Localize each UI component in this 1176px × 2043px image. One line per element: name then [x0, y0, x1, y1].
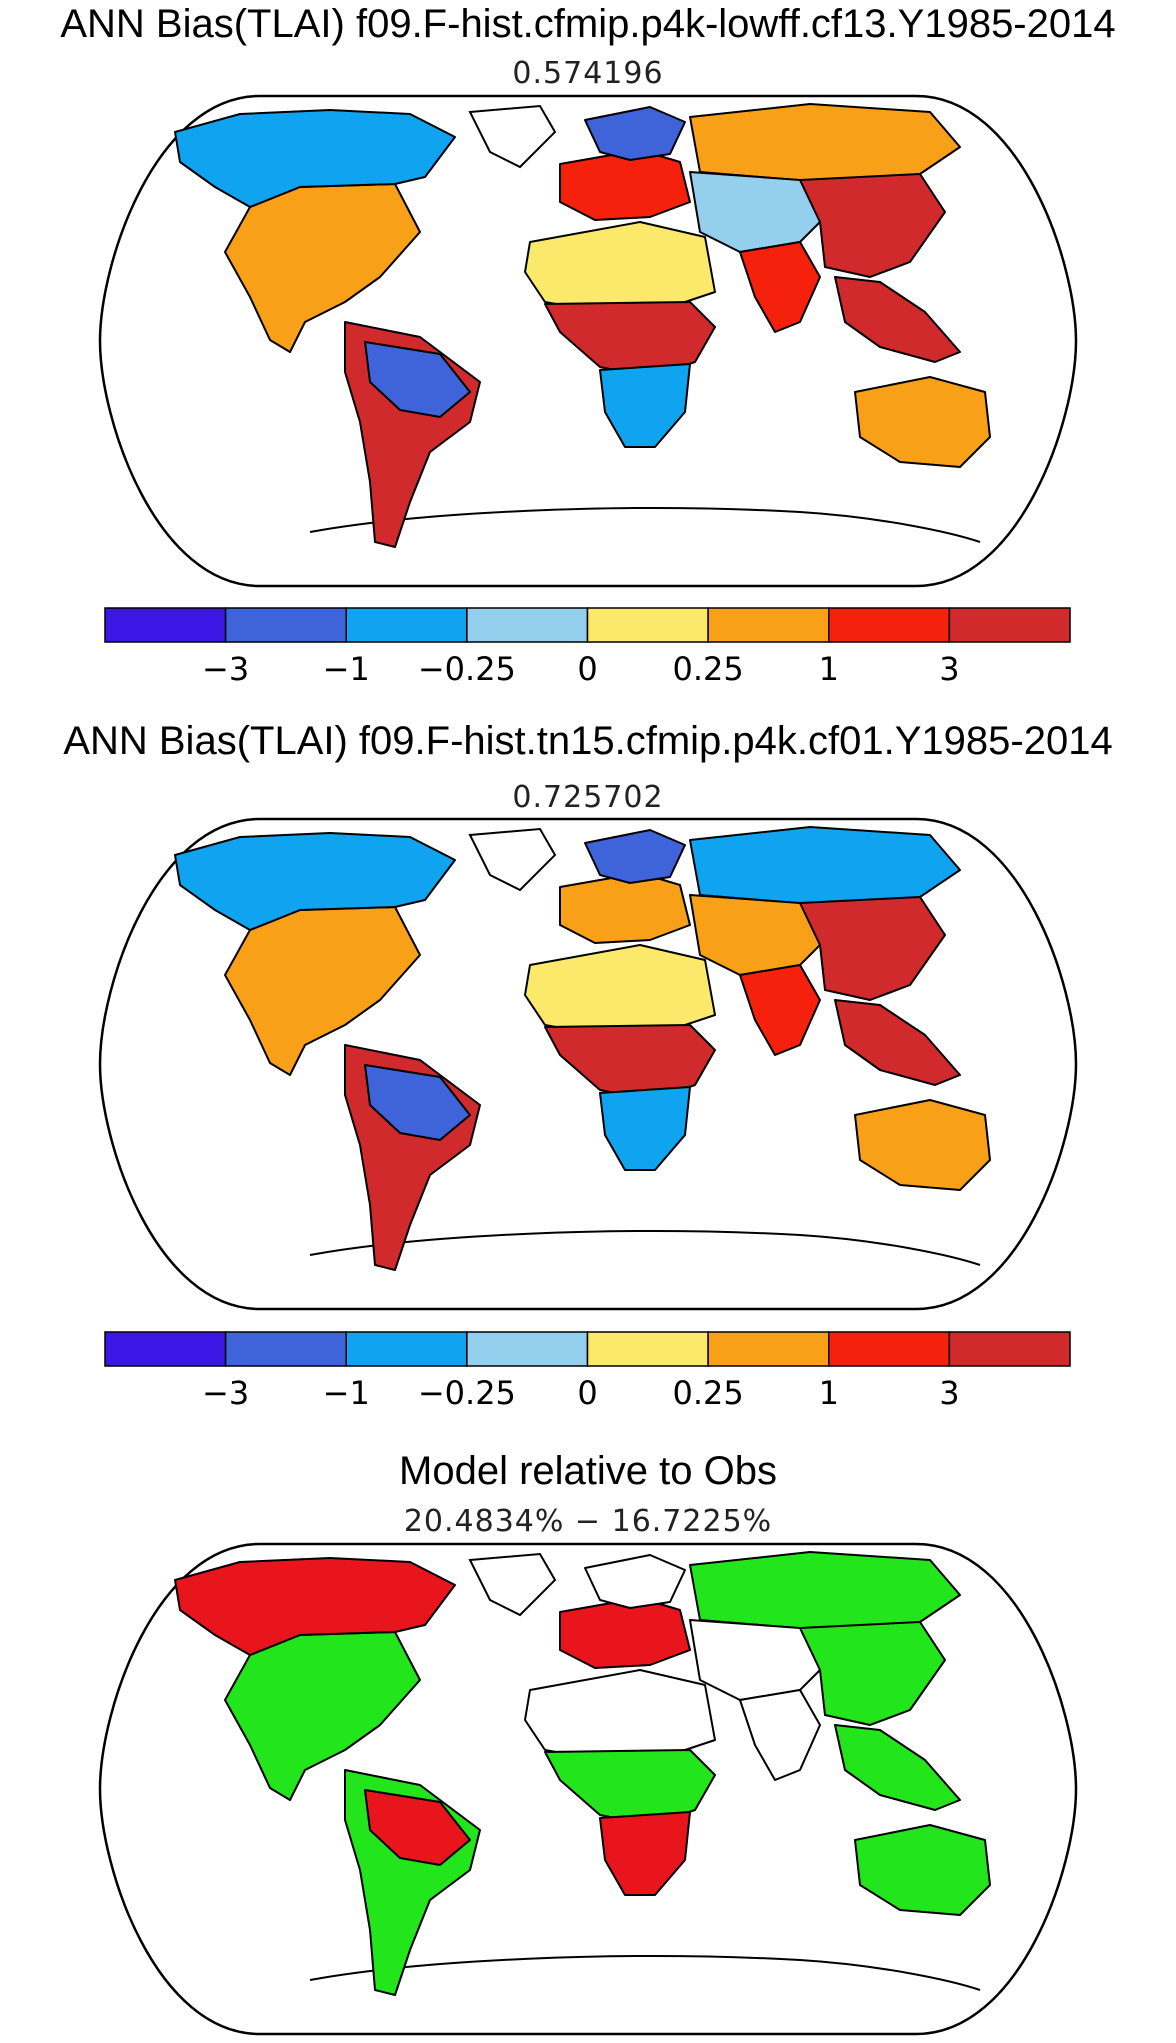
colorbar-swatch [586, 607, 709, 643]
colorbar-tick-label: −3 [202, 1374, 249, 1412]
region-southern-africa [599, 1811, 691, 1896]
region-southeast-asia [834, 276, 961, 363]
region-canada [174, 109, 456, 208]
colorbar-tick-label: 1 [819, 650, 839, 688]
colorbar-swatch [707, 1331, 830, 1367]
region-southeast-asia [834, 999, 961, 1086]
region-canada [174, 832, 456, 931]
colorbar-swatch [345, 607, 468, 643]
colorbar-tick-label: 0 [577, 650, 597, 688]
colorbar-tick-label: 1 [819, 1374, 839, 1412]
colorbar-tick-label: 0.25 [673, 1374, 744, 1412]
colorbar-swatch [345, 1331, 468, 1367]
region-australia [854, 1099, 991, 1191]
antarctica-coastline [309, 507, 981, 543]
colorbar-swatch [466, 1331, 589, 1367]
region-north-america [224, 906, 421, 1076]
panel-1-title: ANN Bias(TLAI) f09.F-hist.cfmip.p4k-lowf… [60, 2, 1116, 46]
colorbar-swatch [948, 607, 1071, 643]
panel-3-subtitle: 20.4834% − 16.7225% [403, 1504, 773, 1539]
region-europe [559, 149, 691, 221]
region-australia [854, 1824, 991, 1916]
colorbar-tick-label: 3 [939, 1374, 959, 1412]
colorbar-swatch [224, 607, 347, 643]
colorbar-swatch [828, 607, 951, 643]
colorbar-swatch [828, 1331, 951, 1367]
panel-2-map [98, 817, 1078, 1311]
colorbar-swatch [948, 1331, 1071, 1367]
panel-2-title: ANN Bias(TLAI) f09.F-hist.tn15.cfmip.p4k… [63, 719, 1113, 763]
region-siberia [689, 826, 961, 906]
colorbar-swatch [104, 607, 227, 643]
region-east-asia [799, 1621, 946, 1726]
panel-2-subtitle: 0.725702 [512, 780, 664, 815]
panel-3-map [98, 1542, 1078, 2036]
region-europe [559, 872, 691, 944]
antarctica-coastline [309, 1955, 981, 1991]
region-north-america [224, 1631, 421, 1801]
colorbar-swatch [466, 607, 589, 643]
region-east-asia [799, 896, 946, 1001]
region-siberia [689, 103, 961, 183]
panel-2-colorbar: −3 −1 −0.25 0 0.25 1 3 [104, 1331, 1071, 1412]
greenland-coastline [468, 104, 557, 169]
region-europe [559, 1597, 691, 1669]
panel-3-title: Model relative to Obs [399, 1449, 777, 1493]
colorbar-tick-label: −3 [202, 650, 249, 688]
region-amazon [364, 1064, 471, 1141]
colorbar-tick-label: −1 [323, 650, 370, 688]
region-canada [174, 1557, 456, 1656]
colorbar-tick-label: −0.25 [418, 650, 516, 688]
colorbar-swatch [104, 1331, 227, 1367]
antarctica-coastline [309, 1230, 981, 1266]
region-amazon [364, 341, 471, 418]
colorbar-tick-label: 0 [577, 1374, 597, 1412]
greenland-coastline [468, 1552, 557, 1617]
panel-1-colorbar: −3 −1 −0.25 0 0.25 1 3 [104, 607, 1071, 688]
colorbar-swatch [707, 607, 830, 643]
greenland-coastline [468, 827, 557, 892]
panel-1-map [98, 94, 1078, 588]
region-australia [854, 376, 991, 468]
region-scandinavia [584, 106, 686, 161]
panel-1-subtitle: 0.574196 [512, 56, 664, 91]
colorbar-tick-label: 3 [939, 650, 959, 688]
region-south-asia [739, 241, 821, 333]
region-north-america [224, 183, 421, 353]
region-southeast-asia [834, 1724, 961, 1811]
region-south-asia [739, 964, 821, 1056]
colorbar-tick-label: −0.25 [418, 1374, 516, 1412]
region-east-asia [799, 173, 946, 278]
region-south-asia [739, 1689, 821, 1781]
colorbar-swatch [224, 1331, 347, 1367]
region-amazon [364, 1789, 471, 1866]
region-southern-africa [599, 363, 691, 448]
region-scandinavia [584, 829, 686, 884]
colorbar-tick-label: 0.25 [673, 650, 744, 688]
colorbar-tick-label: −1 [323, 1374, 370, 1412]
colorbar-swatch [586, 1331, 709, 1367]
region-southern-africa [599, 1086, 691, 1171]
region-scandinavia [584, 1554, 686, 1609]
region-siberia [689, 1551, 961, 1631]
